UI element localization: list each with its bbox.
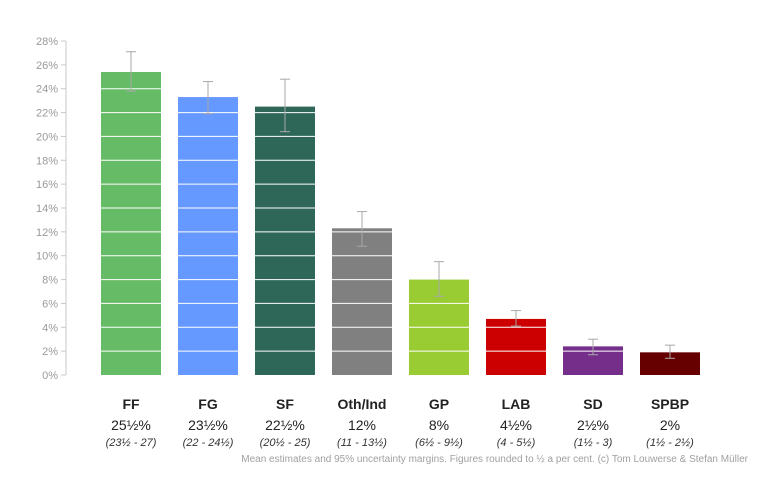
party-name-sf: SF	[276, 396, 294, 412]
y-tick-label: 28%	[36, 36, 58, 48]
estimate-label-fg: 23½%	[188, 417, 228, 433]
estimate-label-sf: 22½%	[265, 417, 305, 433]
bar-oth-ind	[332, 228, 392, 375]
party-name-fg: FG	[198, 396, 218, 412]
footnote: Mean estimates and 95% uncertainty margi…	[241, 454, 748, 465]
range-label-gp: (6½ - 9½)	[415, 437, 463, 449]
y-tick-label: 8%	[42, 275, 58, 287]
estimate-label-sd: 2½%	[577, 417, 609, 433]
range-label-fg: (22 - 24½)	[183, 437, 234, 449]
y-tick-label: 20%	[36, 131, 58, 143]
bar-fg	[178, 97, 238, 376]
party-name-spbp: SPBP	[651, 396, 689, 412]
party-name-gp: GP	[429, 396, 449, 412]
y-tick-label: 0%	[42, 370, 58, 382]
bar-ff	[101, 72, 161, 375]
estimate-label-lab: 4½%	[500, 417, 532, 433]
y-tick-label: 10%	[36, 251, 58, 263]
y-tick-label: 16%	[36, 179, 58, 191]
bar-spbp	[640, 352, 700, 375]
estimate-label-spbp: 2%	[660, 417, 680, 433]
y-tick-label: 12%	[36, 227, 58, 239]
party-name-lab: LAB	[502, 396, 531, 412]
bar-sf	[255, 106, 315, 375]
y-tick-label: 2%	[42, 346, 58, 358]
error-bars-group	[126, 51, 675, 359]
range-label-ff: (23½ - 27)	[106, 437, 157, 449]
y-tick-label: 22%	[36, 108, 58, 120]
range-label-oth-ind: (11 - 13½)	[337, 437, 387, 449]
x-labels-group: FF 25½% (23½ - 27) FG 23½% (22 - 24½) SF 22½% (2…	[106, 396, 695, 449]
party-name-oth-ind: Oth/Ind	[338, 396, 387, 412]
party-name-sd: SD	[583, 396, 602, 412]
estimate-label-ff: 25½%	[111, 417, 151, 433]
range-label-sf: (20½ - 25)	[260, 437, 311, 449]
range-label-sd: (1½ - 3)	[574, 437, 613, 449]
y-tick-label: 4%	[42, 322, 58, 334]
party-name-ff: FF	[122, 396, 140, 412]
y-tick-label: 24%	[36, 84, 58, 96]
y-tick-label: 6%	[42, 298, 58, 310]
range-label-spbp: (1½ - 2½)	[646, 437, 694, 449]
y-axis: 0% 2% 4% 6% 8% 10% 12% 14% 16% 18% 20% 22% 24% 26% 28%	[36, 36, 67, 382]
bars-group	[101, 72, 700, 376]
y-tick-label: 14%	[36, 203, 58, 215]
estimate-label-gp: 8%	[429, 417, 449, 433]
range-label-lab: (4 - 5½)	[497, 437, 536, 449]
estimate-label-oth-ind: 12%	[348, 417, 376, 433]
y-tick-label: 18%	[36, 155, 58, 167]
y-tick-label: 26%	[36, 60, 58, 72]
bar-lab	[486, 318, 546, 375]
